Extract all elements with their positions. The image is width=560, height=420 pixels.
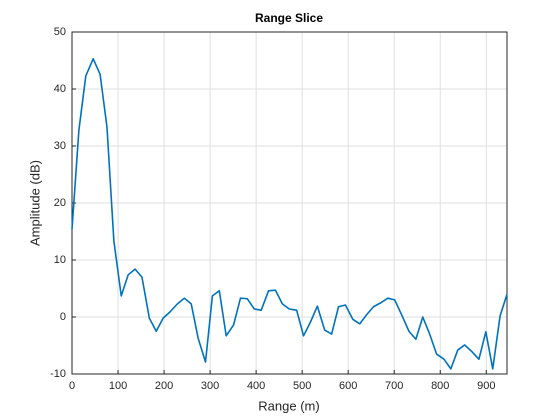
y-tick-label: 10 [54, 254, 66, 266]
x-tick-label: 100 [109, 380, 127, 392]
x-tick-label: 800 [431, 380, 449, 392]
y-tick-label: 20 [54, 197, 66, 209]
x-tick-label: 400 [247, 380, 265, 392]
x-axis-label: Range (m) [258, 398, 319, 413]
y-axis-label: Amplitude (dB) [27, 160, 42, 246]
plot-frame [71, 31, 508, 375]
x-tick-label: 200 [155, 380, 173, 392]
y-tick-label: 0 [60, 311, 66, 323]
y-tick-label: 30 [54, 140, 66, 152]
y-tick-label: -10 [50, 368, 66, 380]
x-tick-label: 600 [339, 380, 357, 392]
y-tick-label: 50 [54, 26, 66, 38]
data-line [71, 57, 508, 370]
x-tick-label: 500 [293, 380, 311, 392]
y-tick-label: 40 [54, 83, 66, 95]
chart-title: Range Slice [255, 11, 323, 25]
x-tick-label: 700 [385, 380, 403, 392]
x-tick-label: 0 [69, 380, 75, 392]
x-tick-label: 900 [477, 380, 495, 392]
x-tick-label: 300 [201, 380, 219, 392]
